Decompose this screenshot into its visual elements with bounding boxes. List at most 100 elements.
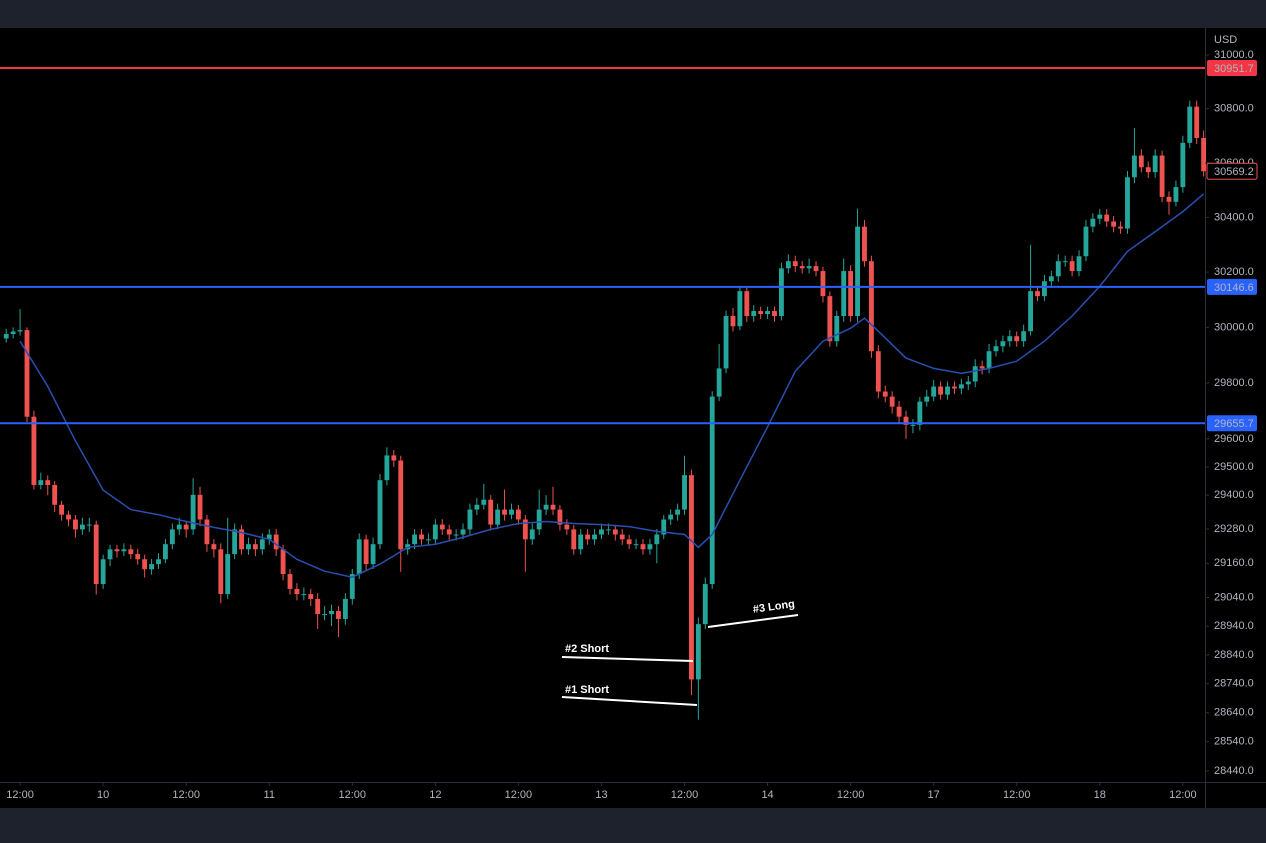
candle-body bbox=[744, 291, 750, 317]
candle-body bbox=[654, 534, 660, 545]
candle-body bbox=[45, 480, 51, 485]
candle-body bbox=[308, 594, 314, 599]
candle-body bbox=[412, 534, 418, 545]
y-tick-label: 31000.0 bbox=[1214, 49, 1254, 61]
x-tick-label: 12:00 bbox=[837, 789, 865, 801]
candle-body bbox=[446, 529, 452, 535]
candle-body bbox=[149, 564, 154, 570]
candle-body bbox=[1125, 177, 1130, 229]
candle-body bbox=[730, 316, 736, 327]
candle-body bbox=[536, 509, 542, 530]
candle-body bbox=[1055, 261, 1061, 277]
candle-body bbox=[183, 524, 189, 530]
candle-body bbox=[626, 539, 632, 545]
candle-body bbox=[1194, 106, 1200, 138]
x-tick-label: 12:00 bbox=[671, 789, 699, 801]
candle-body bbox=[1083, 226, 1089, 257]
candle-body bbox=[1159, 155, 1165, 197]
candle-body bbox=[571, 529, 577, 550]
candle-body bbox=[855, 226, 860, 317]
candle-body bbox=[799, 266, 805, 269]
candle-body bbox=[398, 460, 404, 550]
candle-body bbox=[356, 539, 362, 575]
candle-body bbox=[162, 544, 168, 560]
candle-body bbox=[488, 499, 494, 525]
candle-body bbox=[391, 455, 397, 461]
candle-body bbox=[135, 554, 141, 560]
candle-body bbox=[1035, 291, 1040, 297]
candle-body bbox=[467, 509, 473, 530]
x-tick-label: 12:00 bbox=[1003, 789, 1031, 801]
candle-body bbox=[945, 386, 950, 395]
candle-body bbox=[176, 524, 182, 530]
candle-body bbox=[882, 391, 888, 397]
candle-body bbox=[515, 509, 521, 520]
candle-body bbox=[211, 544, 217, 550]
candle-body bbox=[336, 610, 341, 619]
candle-body bbox=[273, 534, 279, 550]
candle-body bbox=[79, 524, 85, 530]
candle-body bbox=[1028, 291, 1034, 332]
candle-body bbox=[1048, 276, 1054, 282]
candle-body bbox=[1000, 341, 1006, 347]
candle-body bbox=[765, 311, 770, 315]
x-tick-label: 13 bbox=[595, 789, 607, 801]
price-level-tag bbox=[1207, 278, 1257, 295]
candle-body bbox=[778, 268, 784, 317]
x-tick-label: 12:00 bbox=[505, 789, 533, 801]
price-axis: USD 31000.030800.030600.030400.030200.03… bbox=[6, 34, 1258, 801]
candle-body bbox=[910, 424, 916, 426]
x-tick-label: 10 bbox=[97, 789, 109, 801]
candle-body bbox=[1166, 196, 1172, 202]
moving-average bbox=[19, 193, 1205, 578]
y-tick-label: 28640.0 bbox=[1214, 707, 1254, 719]
candle-body bbox=[806, 266, 812, 269]
candle-body bbox=[204, 519, 210, 545]
candle-body bbox=[17, 330, 23, 332]
x-tick-label: 12:00 bbox=[6, 789, 34, 801]
candle-body bbox=[716, 368, 722, 397]
candle-body bbox=[564, 524, 570, 530]
candle-body bbox=[93, 524, 99, 585]
candle-body bbox=[453, 534, 459, 536]
candle-body bbox=[246, 544, 251, 550]
candle-body bbox=[121, 549, 127, 552]
top-bar bbox=[0, 0, 1266, 28]
x-tick-label: 18 bbox=[1094, 789, 1106, 801]
candle-body bbox=[986, 351, 992, 369]
candle-body bbox=[86, 524, 92, 526]
y-tick-label: 30000.0 bbox=[1214, 321, 1254, 333]
candle-body bbox=[841, 271, 847, 317]
y-tick-label: 29400.0 bbox=[1214, 489, 1254, 501]
y-tick-label: 29500.0 bbox=[1214, 461, 1254, 473]
trade-line bbox=[561, 696, 698, 706]
candle-body bbox=[599, 529, 604, 535]
candle-body bbox=[370, 544, 376, 565]
candle-body bbox=[73, 519, 78, 530]
candle-body bbox=[509, 509, 514, 515]
candle-body bbox=[557, 509, 563, 525]
y-tick-label: 28840.0 bbox=[1214, 649, 1254, 661]
candle-body bbox=[460, 529, 466, 535]
candle-body bbox=[128, 549, 134, 555]
plot-area bbox=[0, 66, 1207, 720]
y-tick-label: 30200.0 bbox=[1214, 266, 1254, 278]
price-level-label: 29655.7 bbox=[1214, 418, 1254, 430]
candle-body bbox=[1021, 331, 1027, 342]
candle-body bbox=[550, 504, 556, 510]
y-tick-label: 29040.0 bbox=[1214, 591, 1254, 603]
candle-body bbox=[868, 261, 874, 352]
candle-body bbox=[931, 386, 937, 397]
candle-body bbox=[439, 524, 445, 530]
candle-body bbox=[682, 475, 687, 510]
candle-body bbox=[280, 549, 286, 575]
y-tick-label: 28740.0 bbox=[1214, 678, 1254, 690]
candle-body bbox=[813, 266, 819, 272]
candle-body bbox=[10, 331, 16, 335]
x-tick-label: 12:00 bbox=[339, 789, 367, 801]
candle-body bbox=[1201, 137, 1207, 172]
candle-body bbox=[1111, 221, 1117, 227]
candle-body bbox=[772, 311, 777, 317]
candle-body bbox=[114, 549, 120, 552]
